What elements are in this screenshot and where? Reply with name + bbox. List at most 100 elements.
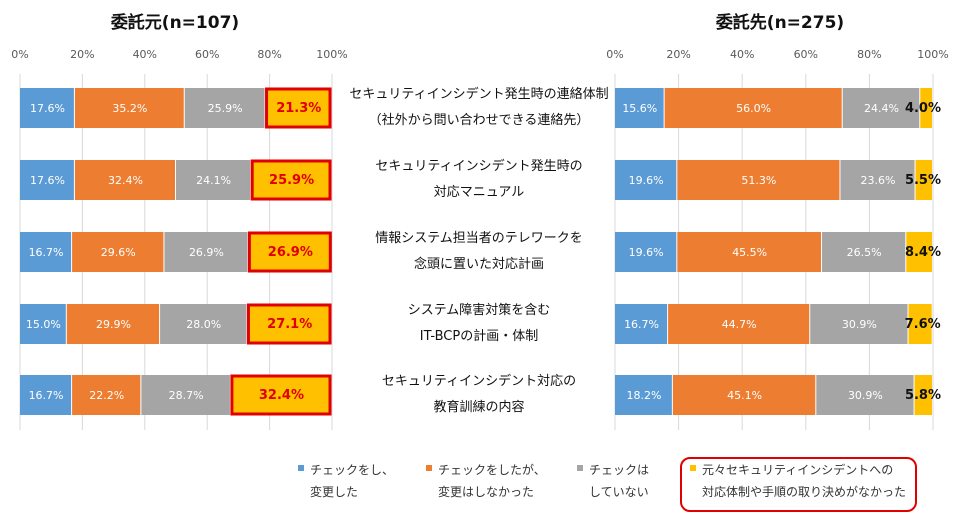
right-bar-segment xyxy=(615,160,677,200)
left-data-label: 27.1% xyxy=(267,317,312,332)
right-data-label: 44.7% xyxy=(722,318,757,331)
left-highlight-border xyxy=(250,159,332,201)
right-data-label: 19.6% xyxy=(629,174,664,187)
right-data-label: 45.5% xyxy=(732,246,767,259)
left-x-tick-label: 40% xyxy=(133,48,157,61)
left-bar-segment xyxy=(20,88,74,128)
right-data-label: 30.9% xyxy=(848,389,883,402)
left-x-tick-label: 0% xyxy=(11,48,28,61)
right-x-tick-label: 60% xyxy=(794,48,818,61)
legend-highlight-box xyxy=(680,457,917,512)
right-data-label: 45.1% xyxy=(727,389,762,402)
category-label-line: 念頭に置いた対応計画 xyxy=(413,257,544,272)
right-x-tick-label: 0% xyxy=(606,48,623,61)
right-bar-segment xyxy=(615,88,664,128)
left-bar-segment xyxy=(20,160,74,200)
right-bar-segment xyxy=(615,304,668,344)
right-bar-segment xyxy=(677,160,840,200)
right-data-label: 30.9% xyxy=(842,318,877,331)
left-highlight-border xyxy=(265,87,332,129)
left-data-label: 28.0% xyxy=(186,318,221,331)
right-bar-segment xyxy=(672,375,816,415)
left-bar-segment xyxy=(248,232,332,272)
right-bar-segment xyxy=(816,375,914,415)
legend-item: チェックをし、 変更した xyxy=(298,459,394,503)
category-label-line: セキュリティインシデント発生時の連絡体制 xyxy=(349,87,609,102)
right-data-label: 7.6% xyxy=(905,317,941,332)
left-highlight-border xyxy=(246,303,332,345)
right-x-tick-label: 80% xyxy=(857,48,881,61)
right-data-label: 4.0% xyxy=(905,101,941,116)
legend-swatch xyxy=(298,465,304,471)
right-x-tick-label: 40% xyxy=(730,48,754,61)
left-bar-segment xyxy=(141,375,230,415)
category-label: セキュリティインシデント発生時の連絡体制 （社外から問い合わせできる連絡先） xyxy=(349,82,609,134)
right-x-tick-label: 20% xyxy=(666,48,690,61)
category-label-line: 対応マニュアル xyxy=(433,185,525,200)
category-label-line: セキュリティインシデント対応の xyxy=(381,374,577,389)
left-bar-segment xyxy=(247,304,331,344)
left-bar-segment xyxy=(72,232,164,272)
left-bar-segment xyxy=(176,160,251,200)
category-label-line: （社外から問い合わせできる連絡先） xyxy=(368,113,590,128)
left-data-label: 22.2% xyxy=(89,389,124,402)
legend-swatch xyxy=(426,465,432,471)
left-data-label: 16.7% xyxy=(29,246,64,259)
right-data-label: 15.6% xyxy=(622,102,657,115)
left-bar-segment xyxy=(72,375,141,415)
right-bar-segment xyxy=(840,160,915,200)
left-x-tick-label: 20% xyxy=(70,48,94,61)
left-data-label: 17.6% xyxy=(30,174,65,187)
right-bar-segment xyxy=(906,232,932,272)
left-bar-segment xyxy=(20,232,72,272)
left-bar-segment xyxy=(20,375,72,415)
legend-label-line2: 変更はしなかった xyxy=(438,485,535,499)
left-bar-segment xyxy=(265,88,331,128)
left-data-label: 26.9% xyxy=(268,245,313,260)
left-data-label: 15.0% xyxy=(26,318,61,331)
left-data-label: 25.9% xyxy=(269,173,314,188)
right-x-tick-label: 100% xyxy=(917,48,948,61)
right-bar-segment xyxy=(914,375,932,415)
right-bar-segment xyxy=(615,375,672,415)
left-data-label: 29.9% xyxy=(96,318,131,331)
left-data-label: 25.9% xyxy=(208,102,243,115)
right-bar-segment xyxy=(615,232,677,272)
left-bar-segment xyxy=(74,160,175,200)
right-data-label: 23.6% xyxy=(861,174,896,187)
left-highlight-border xyxy=(247,231,332,273)
left-bar-segment xyxy=(66,304,160,344)
right-bar-segment xyxy=(677,232,822,272)
left-data-label: 32.4% xyxy=(259,388,304,403)
legend-label-line2: していない xyxy=(589,485,649,499)
left-data-label: 26.9% xyxy=(189,246,224,259)
left-bar-segment xyxy=(160,304,247,344)
category-label-line: システム障害対策を含む xyxy=(407,303,551,318)
legend-label-line1: チェックをし、 xyxy=(310,463,395,477)
category-label-line: 教育訓練の内容 xyxy=(433,400,525,415)
right-data-label: 18.2% xyxy=(626,389,661,402)
right-bar-segment xyxy=(842,88,920,128)
right-data-label: 26.5% xyxy=(847,246,882,259)
right-bar-segment xyxy=(822,232,906,272)
left-x-tick-label: 60% xyxy=(195,48,219,61)
left-data-label: 35.2% xyxy=(112,102,147,115)
left-bar-segment xyxy=(164,232,248,272)
legend-item: 元々セキュリティインシデントへの 対応体制や手順の取り決めがなかった xyxy=(690,459,906,503)
right-data-label: 56.0% xyxy=(736,102,771,115)
legend-item: チェックは していない xyxy=(577,459,649,503)
category-label-line: セキュリティインシデント発生時の xyxy=(375,159,583,174)
left-data-label: 29.6% xyxy=(101,246,136,259)
left-highlight-border xyxy=(230,374,332,416)
left-bar-segment xyxy=(184,88,265,128)
right-bar-segment xyxy=(810,304,908,344)
left-x-tick-label: 100% xyxy=(316,48,347,61)
legend-label-line1: チェックをしたが、 xyxy=(438,463,546,477)
right-data-label: 19.6% xyxy=(629,246,664,259)
left-data-label: 16.7% xyxy=(29,389,64,402)
right-data-label: 5.5% xyxy=(905,173,941,188)
category-label: システム障害対策を含む IT-BCPの計画・体制 xyxy=(349,298,609,350)
category-label: セキュリティインシデント発生時の 対応マニュアル xyxy=(349,154,609,206)
right-bar-segment xyxy=(920,88,932,128)
left-data-label: 21.3% xyxy=(276,101,321,116)
